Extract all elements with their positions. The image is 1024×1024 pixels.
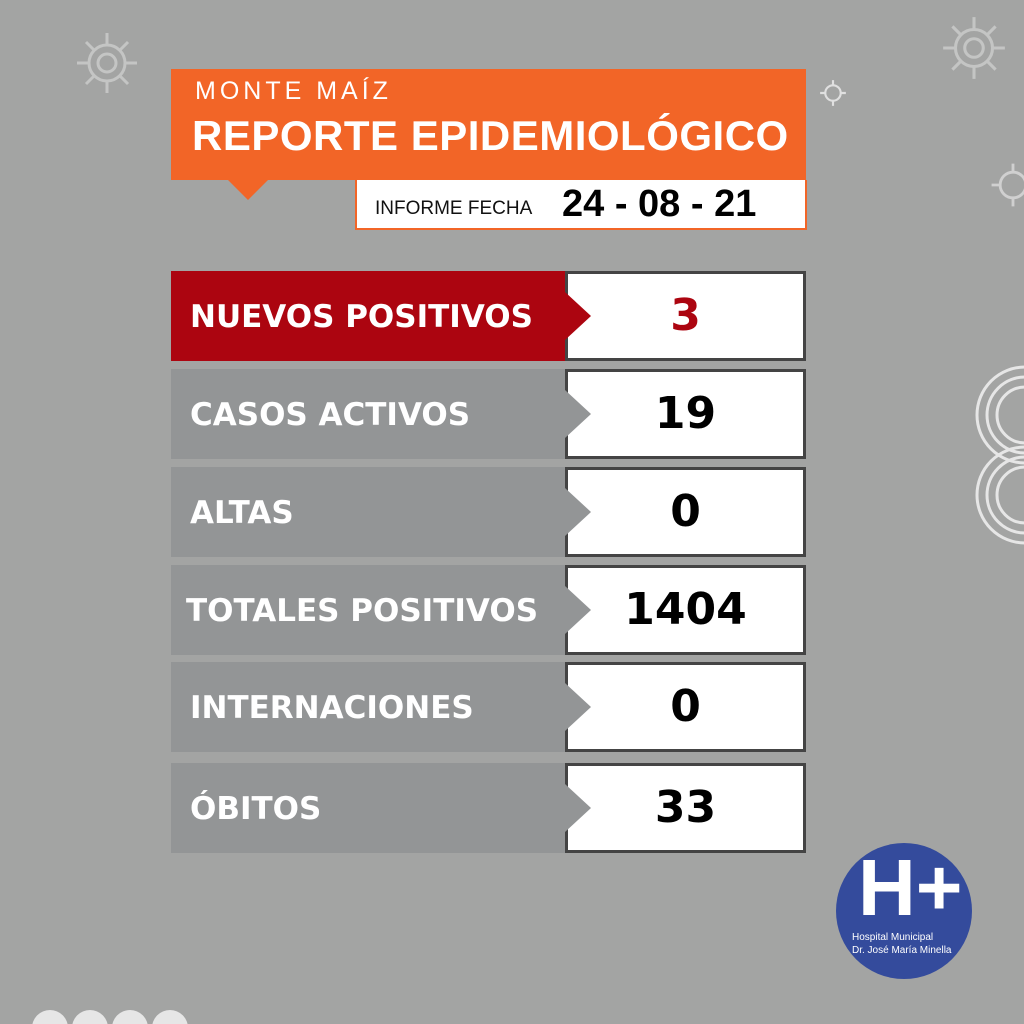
- stat-value: 0: [670, 486, 701, 537]
- report-date-box: INFORME FECHA 24 - 08 - 21: [355, 180, 807, 230]
- logo-line-1: Hospital Municipal: [852, 932, 934, 943]
- arrow-icon: [565, 586, 591, 634]
- date-label: INFORME FECHA: [375, 198, 533, 219]
- arrow-icon: [565, 292, 591, 340]
- stat-label: ALTAS: [190, 495, 294, 531]
- arrow-icon: [565, 488, 591, 536]
- report-title: REPORTE EPIDEMIOLÓGICO: [192, 112, 789, 159]
- report-header: MONTE MAÍZ REPORTE EPIDEMIOLÓGICO: [171, 69, 806, 180]
- virus-icon: [77, 33, 137, 93]
- arrow-icon: [565, 390, 591, 438]
- stat-value: 1404: [624, 584, 747, 635]
- stat-row-obitos: ÓBITOS 33: [171, 763, 806, 853]
- stat-label: ÓBITOS: [190, 791, 322, 827]
- header-pointer: [228, 180, 268, 200]
- town-name: MONTE MAÍZ: [195, 77, 392, 105]
- stat-label: INTERNACIONES: [190, 690, 474, 726]
- virus-icon: [991, 163, 1024, 207]
- stat-row-internaciones: INTERNACIONES 0: [171, 662, 806, 752]
- stat-label: NUEVOS POSITIVOS: [190, 299, 533, 335]
- stat-value: 19: [654, 388, 717, 439]
- logo-mark: H+: [858, 843, 963, 932]
- stat-row-altas: ALTAS 0: [171, 467, 806, 557]
- virus-icon: [943, 17, 1005, 79]
- decorative-rings-icon: [975, 365, 1024, 545]
- decorative-clouds-icon: [32, 1010, 188, 1024]
- stat-row-casos-activos: CASOS ACTIVOS 19: [171, 369, 806, 459]
- stat-label: TOTALES POSITIVOS: [186, 593, 539, 629]
- hospital-logo: H+ Hospital Municipal Dr. José María Mine…: [836, 843, 972, 979]
- logo-line-2: Dr. José María Minella: [852, 945, 952, 956]
- arrow-icon: [565, 784, 591, 832]
- date-value: 24 - 08 - 21: [562, 183, 757, 225]
- stat-row-nuevos-positivos: NUEVOS POSITIVOS 3: [171, 271, 806, 361]
- virus-icon: [820, 80, 846, 106]
- stat-value: 0: [670, 681, 701, 732]
- arrow-icon: [565, 683, 591, 731]
- logo-text: Hospital Municipal Dr. José María Minella: [852, 931, 951, 957]
- stat-label: CASOS ACTIVOS: [190, 397, 471, 433]
- stat-value: 33: [654, 782, 717, 833]
- stat-row-totales-positivos: TOTALES POSITIVOS 1404: [171, 565, 806, 655]
- stat-value: 3: [670, 290, 701, 341]
